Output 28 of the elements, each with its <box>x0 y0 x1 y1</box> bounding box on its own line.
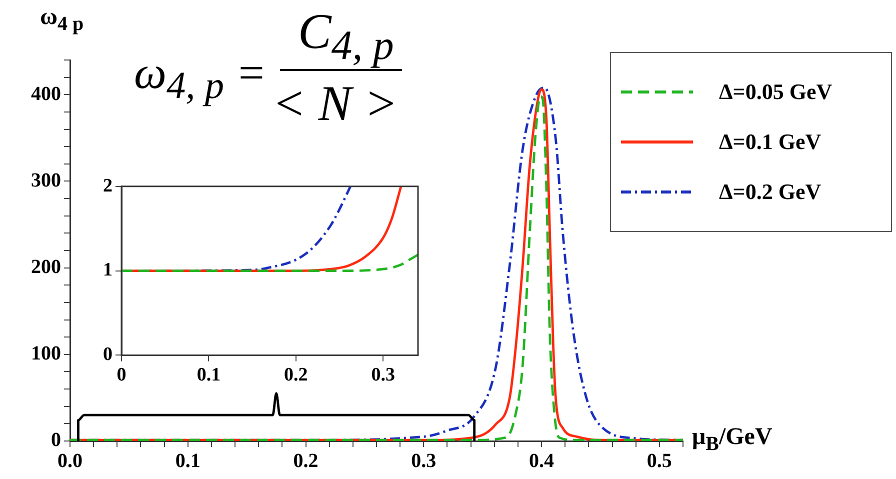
x-tick-label: 0.3 <box>371 364 395 386</box>
y-tick-label: 300 <box>31 169 61 192</box>
y-tick-label: 100 <box>31 342 61 365</box>
x-tick-label: 0.1 <box>196 364 221 386</box>
x-tick-label: 0.2 <box>284 364 308 386</box>
y-tick-label: 200 <box>31 256 61 278</box>
x-tick-label: 0.1 <box>175 450 200 472</box>
x-tick-label: 0.0 <box>58 450 82 472</box>
x-tick-label: 0.5 <box>646 450 672 472</box>
y-tick-label: 0 <box>103 344 112 366</box>
x-tick-label: 0.3 <box>411 450 436 472</box>
x-tick-label: 0.4 <box>529 450 554 472</box>
legend-label: Δ=0.2 GeV <box>719 179 822 205</box>
y-tick-label: 2 <box>103 175 112 196</box>
y-tick-label: 1 <box>103 260 112 281</box>
annotation: < N > <box>272 74 398 132</box>
x-tick-label: 0.2 <box>293 450 318 472</box>
legend-label: Δ=0.1 GeV <box>719 129 822 155</box>
y-tick-label: 400 <box>31 82 61 105</box>
line-series <box>77 392 476 441</box>
y-axis-title: ω$_{4 p}$ <box>40 4 84 36</box>
legend-label: Δ=0.05 GeV <box>719 79 832 105</box>
x-axis-title: μ$_{B}$/GeV <box>692 424 772 456</box>
line-series <box>122 254 418 272</box>
annotation: ω$_{4, p}$ = <box>134 46 267 108</box>
x-tick-label: 0 <box>116 364 126 386</box>
y-tick-label: 0 <box>51 429 61 452</box>
annotation: C$_{4, p}$ <box>298 2 394 70</box>
